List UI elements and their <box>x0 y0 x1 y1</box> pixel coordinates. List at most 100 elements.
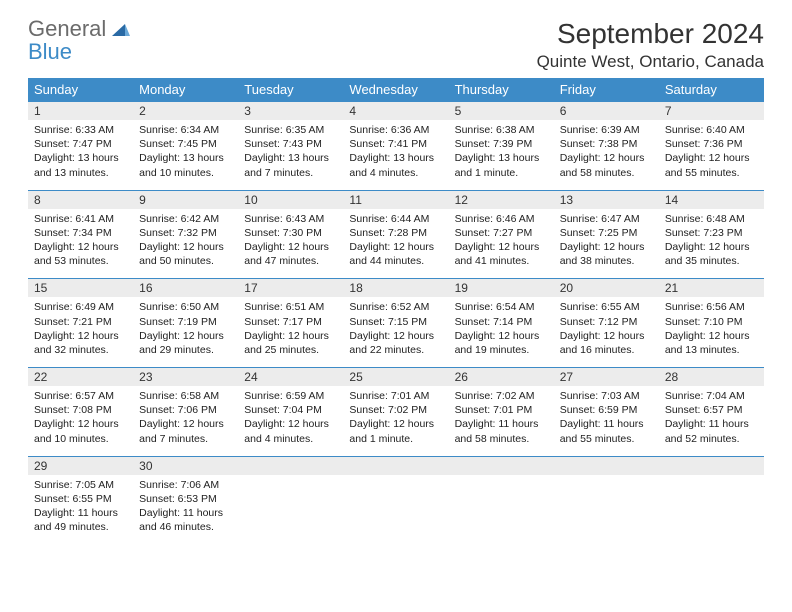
day-number: 4 <box>343 101 448 120</box>
sunset-line: Sunset: 7:38 PM <box>560 137 653 151</box>
day-cell: 10Sunrise: 6:43 AMSunset: 7:30 PMDayligh… <box>238 190 343 279</box>
day-number: 15 <box>28 278 133 297</box>
sunrise-line: Sunrise: 6:47 AM <box>560 212 653 226</box>
sunrise-line: Sunrise: 6:56 AM <box>665 300 758 314</box>
calendar-body: 1Sunrise: 6:33 AMSunset: 7:47 PMDaylight… <box>28 101 764 544</box>
sunrise-line: Sunrise: 6:52 AM <box>349 300 442 314</box>
daylight-line: Daylight: 12 hours and 25 minutes. <box>244 329 337 357</box>
day-info: Sunrise: 7:03 AMSunset: 6:59 PMDaylight:… <box>554 386 659 446</box>
day-cell: 12Sunrise: 6:46 AMSunset: 7:27 PMDayligh… <box>449 190 554 279</box>
sunrise-line: Sunrise: 7:02 AM <box>455 389 548 403</box>
day-number: 12 <box>449 190 554 209</box>
sunset-line: Sunset: 7:28 PM <box>349 226 442 240</box>
daylight-line: Daylight: 12 hours and 35 minutes. <box>665 240 758 268</box>
daylight-line: Daylight: 12 hours and 4 minutes. <box>244 417 337 445</box>
day-number: . <box>554 456 659 475</box>
daylight-line: Daylight: 13 hours and 7 minutes. <box>244 151 337 179</box>
sunrise-line: Sunrise: 6:44 AM <box>349 212 442 226</box>
day-info: Sunrise: 7:01 AMSunset: 7:02 PMDaylight:… <box>343 386 448 446</box>
logo: General Blue <box>28 18 130 64</box>
day-number: 6 <box>554 101 659 120</box>
day-number: 7 <box>659 101 764 120</box>
sunset-line: Sunset: 7:41 PM <box>349 137 442 151</box>
day-cell: 29Sunrise: 7:05 AMSunset: 6:55 PMDayligh… <box>28 456 133 545</box>
day-cell: 16Sunrise: 6:50 AMSunset: 7:19 PMDayligh… <box>133 278 238 367</box>
sunrise-line: Sunrise: 6:51 AM <box>244 300 337 314</box>
day-info: Sunrise: 6:50 AMSunset: 7:19 PMDaylight:… <box>133 297 238 357</box>
day-cell: 21Sunrise: 6:56 AMSunset: 7:10 PMDayligh… <box>659 278 764 367</box>
daylight-line: Daylight: 12 hours and 55 minutes. <box>665 151 758 179</box>
day-cell: 25Sunrise: 7:01 AMSunset: 7:02 PMDayligh… <box>343 367 448 456</box>
logo-text: General Blue <box>28 18 130 64</box>
day-number: 11 <box>343 190 448 209</box>
day-info: Sunrise: 6:42 AMSunset: 7:32 PMDaylight:… <box>133 209 238 269</box>
day-cell: . <box>343 456 448 545</box>
day-info: Sunrise: 6:41 AMSunset: 7:34 PMDaylight:… <box>28 209 133 269</box>
day-number: 3 <box>238 101 343 120</box>
day-number: . <box>238 456 343 475</box>
day-number: 26 <box>449 367 554 386</box>
sunrise-line: Sunrise: 6:42 AM <box>139 212 232 226</box>
day-info: Sunrise: 7:04 AMSunset: 6:57 PMDaylight:… <box>659 386 764 446</box>
daylight-line: Daylight: 11 hours and 49 minutes. <box>34 506 127 534</box>
dow-thursday: Thursday <box>449 78 554 101</box>
sunset-line: Sunset: 7:25 PM <box>560 226 653 240</box>
daylight-line: Daylight: 12 hours and 44 minutes. <box>349 240 442 268</box>
day-number: 14 <box>659 190 764 209</box>
week-row: 15Sunrise: 6:49 AMSunset: 7:21 PMDayligh… <box>28 278 764 367</box>
sunrise-line: Sunrise: 7:05 AM <box>34 478 127 492</box>
day-cell: 24Sunrise: 6:59 AMSunset: 7:04 PMDayligh… <box>238 367 343 456</box>
day-number: 22 <box>28 367 133 386</box>
day-info: Sunrise: 6:58 AMSunset: 7:06 PMDaylight:… <box>133 386 238 446</box>
day-cell: 2Sunrise: 6:34 AMSunset: 7:45 PMDaylight… <box>133 101 238 190</box>
day-info: Sunrise: 6:49 AMSunset: 7:21 PMDaylight:… <box>28 297 133 357</box>
sunset-line: Sunset: 7:01 PM <box>455 403 548 417</box>
sunset-line: Sunset: 7:36 PM <box>665 137 758 151</box>
sunset-line: Sunset: 7:39 PM <box>455 137 548 151</box>
sunrise-line: Sunrise: 6:54 AM <box>455 300 548 314</box>
sunrise-line: Sunrise: 7:06 AM <box>139 478 232 492</box>
day-info: Sunrise: 6:36 AMSunset: 7:41 PMDaylight:… <box>343 120 448 180</box>
day-cell: 22Sunrise: 6:57 AMSunset: 7:08 PMDayligh… <box>28 367 133 456</box>
day-info: Sunrise: 6:51 AMSunset: 7:17 PMDaylight:… <box>238 297 343 357</box>
day-number: 23 <box>133 367 238 386</box>
daylight-line: Daylight: 12 hours and 22 minutes. <box>349 329 442 357</box>
dow-wednesday: Wednesday <box>343 78 448 101</box>
day-info: Sunrise: 6:39 AMSunset: 7:38 PMDaylight:… <box>554 120 659 180</box>
day-number: . <box>659 456 764 475</box>
day-number: 29 <box>28 456 133 475</box>
day-number: 13 <box>554 190 659 209</box>
sunrise-line: Sunrise: 6:33 AM <box>34 123 127 137</box>
day-cell: 28Sunrise: 7:04 AMSunset: 6:57 PMDayligh… <box>659 367 764 456</box>
month-title: September 2024 <box>537 18 764 50</box>
daylight-line: Daylight: 12 hours and 58 minutes. <box>560 151 653 179</box>
day-number: 24 <box>238 367 343 386</box>
dow-monday: Monday <box>133 78 238 101</box>
dow-tuesday: Tuesday <box>238 78 343 101</box>
daylight-line: Daylight: 13 hours and 10 minutes. <box>139 151 232 179</box>
day-cell: . <box>554 456 659 545</box>
week-row: 22Sunrise: 6:57 AMSunset: 7:08 PMDayligh… <box>28 367 764 456</box>
day-cell: 7Sunrise: 6:40 AMSunset: 7:36 PMDaylight… <box>659 101 764 190</box>
daylight-line: Daylight: 12 hours and 41 minutes. <box>455 240 548 268</box>
day-cell: 17Sunrise: 6:51 AMSunset: 7:17 PMDayligh… <box>238 278 343 367</box>
day-info: Sunrise: 6:47 AMSunset: 7:25 PMDaylight:… <box>554 209 659 269</box>
sunrise-line: Sunrise: 7:03 AM <box>560 389 653 403</box>
sunset-line: Sunset: 7:02 PM <box>349 403 442 417</box>
daylight-line: Daylight: 12 hours and 29 minutes. <box>139 329 232 357</box>
day-number: 30 <box>133 456 238 475</box>
daylight-line: Daylight: 11 hours and 52 minutes. <box>665 417 758 445</box>
daylight-line: Daylight: 13 hours and 4 minutes. <box>349 151 442 179</box>
day-cell: 18Sunrise: 6:52 AMSunset: 7:15 PMDayligh… <box>343 278 448 367</box>
daylight-line: Daylight: 13 hours and 1 minute. <box>455 151 548 179</box>
daylight-line: Daylight: 12 hours and 38 minutes. <box>560 240 653 268</box>
day-cell: 3Sunrise: 6:35 AMSunset: 7:43 PMDaylight… <box>238 101 343 190</box>
sunset-line: Sunset: 6:57 PM <box>665 403 758 417</box>
sunset-line: Sunset: 7:30 PM <box>244 226 337 240</box>
sunrise-line: Sunrise: 6:59 AM <box>244 389 337 403</box>
sunset-line: Sunset: 7:47 PM <box>34 137 127 151</box>
day-info: Sunrise: 6:43 AMSunset: 7:30 PMDaylight:… <box>238 209 343 269</box>
dow-sunday: Sunday <box>28 78 133 101</box>
day-of-week-header: Sunday Monday Tuesday Wednesday Thursday… <box>28 78 764 101</box>
day-cell: 19Sunrise: 6:54 AMSunset: 7:14 PMDayligh… <box>449 278 554 367</box>
